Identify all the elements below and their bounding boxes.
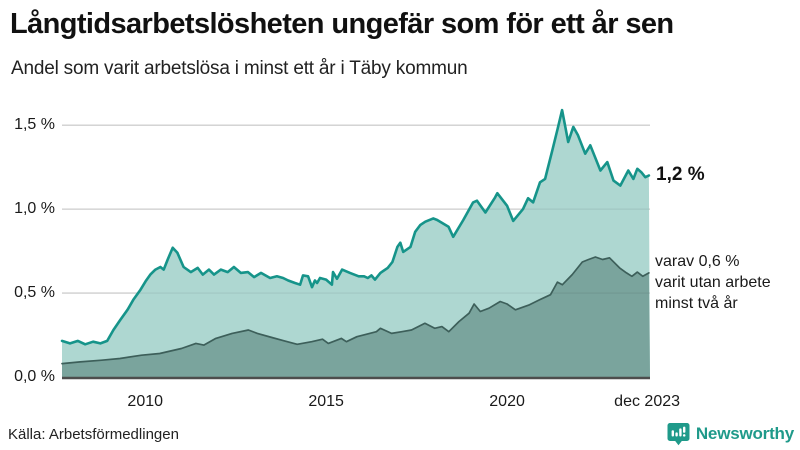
- brand-logo: Newsworthy: [667, 422, 794, 446]
- y-tick-label: 0,0 %: [14, 368, 55, 385]
- y-tick-label: 1,0 %: [14, 200, 55, 218]
- subset-annotation-line2: varit utan arbete: [655, 274, 771, 291]
- x-tick-label: dec 2023: [614, 393, 681, 410]
- y-tick-label: 1,5 %: [14, 116, 55, 134]
- x-tick-label: 2020: [489, 393, 525, 410]
- subset-annotation-line1: varav 0,6 %: [655, 253, 740, 270]
- x-tick-label: 2010: [127, 393, 164, 410]
- subset-annotation-line3: minst två år: [655, 295, 738, 312]
- total-value-annotation: 1,2 %: [656, 164, 705, 185]
- subset-annotation: varav 0,6 % varit utan arbete minst två …: [655, 251, 795, 314]
- x-tick-label: 2015: [308, 393, 344, 410]
- page-title: Långtidsarbetslösheten ungefär som för e…: [10, 8, 674, 40]
- chart-subtitle: Andel som varit arbetslösa i minst ett å…: [11, 58, 468, 79]
- source-credit: Källa: Arbetsförmedlingen: [8, 426, 179, 443]
- y-tick-label: 0,5 %: [14, 284, 55, 302]
- brand-name: Newsworthy: [695, 424, 794, 443]
- newsworthy-icon: [667, 423, 690, 446]
